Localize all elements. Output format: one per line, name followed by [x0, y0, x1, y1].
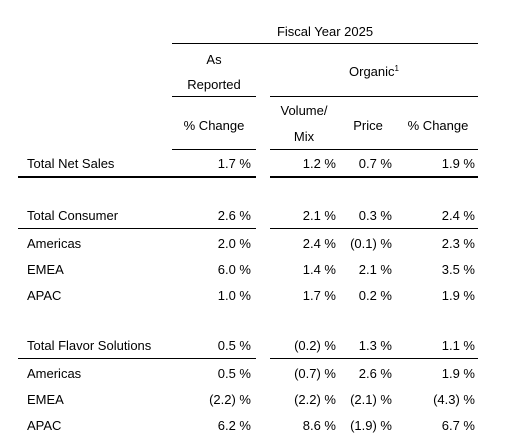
rule-total-consumer-left: [18, 228, 256, 229]
cell-price: (2.1) %: [350, 392, 392, 407]
header-rule-fiscal: [172, 43, 478, 44]
cell-organic: (4.3) %: [433, 392, 475, 407]
rule-total-flavor-right: [270, 358, 478, 359]
col-header-volume-2: Mix: [293, 129, 315, 144]
cell-reported: 6.2 %: [217, 418, 251, 433]
header-rule-reported: [172, 96, 256, 97]
fiscal-year-header: Fiscal Year 2025: [276, 24, 374, 39]
cell-organic: 6.7 %: [441, 418, 475, 433]
cell-reported: (2.2) %: [209, 392, 251, 407]
cell-price: 1.3 %: [358, 338, 392, 353]
cell-volume: 1.2 %: [302, 156, 336, 171]
header-rule-bottom-reported: [172, 149, 256, 150]
organic-label: Organic: [349, 64, 395, 79]
col-header-pct-change-reported: % Change: [183, 118, 245, 133]
cell-organic: 1.9 %: [441, 288, 475, 303]
cell-price: (1.9) %: [350, 418, 392, 433]
cell-volume: (2.2) %: [294, 392, 336, 407]
cell-price: 2.6 %: [358, 366, 392, 381]
cell-price: 0.3 %: [358, 208, 392, 223]
header-rule-bottom-organic: [270, 149, 478, 150]
row-label-apac: APAC: [27, 288, 62, 303]
row-label-total-flavor-solutions: Total Flavor Solutions: [27, 338, 152, 353]
cell-price: 2.1 %: [358, 262, 392, 277]
rule-total-net-sales-left: [18, 176, 256, 178]
cell-organic: 3.5 %: [441, 262, 475, 277]
cell-price: (0.1) %: [350, 236, 392, 251]
cell-volume: 2.4 %: [302, 236, 336, 251]
col-header-volume-1: Volume/: [280, 103, 328, 118]
rule-total-consumer-right: [270, 228, 478, 229]
row-label-americas: Americas: [27, 236, 82, 251]
cell-reported: 0.5 %: [217, 366, 251, 381]
cell-price: 0.2 %: [358, 288, 392, 303]
cell-reported: 2.6 %: [217, 208, 251, 223]
cell-organic: 2.3 %: [441, 236, 475, 251]
organic-header: Organic1: [270, 64, 478, 80]
cell-volume: 2.1 %: [302, 208, 336, 223]
as-reported-label-2: Reported: [187, 77, 241, 92]
row-label-americas: Americas: [27, 366, 82, 381]
cell-reported: 0.5 %: [217, 338, 251, 353]
cell-reported: 2.0 %: [217, 236, 251, 251]
cell-organic: 1.9 %: [441, 156, 475, 171]
rule-total-net-sales-right: [270, 176, 478, 178]
col-header-price: Price: [353, 118, 383, 133]
cell-price: 0.7 %: [358, 156, 392, 171]
cell-volume: 1.4 %: [302, 262, 336, 277]
cell-reported: 1.7 %: [217, 156, 251, 171]
cell-volume: (0.7) %: [294, 366, 336, 381]
row-label-total-consumer: Total Consumer: [27, 208, 119, 223]
col-header-pct-change-organic: % Change: [407, 118, 469, 133]
cell-reported: 6.0 %: [217, 262, 251, 277]
cell-organic: 2.4 %: [441, 208, 475, 223]
cell-volume: 1.7 %: [302, 288, 336, 303]
as-reported-label-1: As: [206, 52, 222, 67]
rule-total-flavor-left: [18, 358, 256, 359]
cell-reported: 1.0 %: [217, 288, 251, 303]
cell-volume: 8.6 %: [302, 418, 336, 433]
cell-organic: 1.1 %: [441, 338, 475, 353]
row-label-apac: APAC: [27, 418, 62, 433]
header-rule-organic: [270, 96, 478, 97]
row-label-total-net-sales: Total Net Sales: [27, 156, 115, 171]
row-label-emea: EMEA: [27, 392, 64, 407]
cell-organic: 1.9 %: [441, 366, 475, 381]
organic-footnote: 1: [394, 64, 399, 73]
cell-volume: (0.2) %: [294, 338, 336, 353]
row-label-emea: EMEA: [27, 262, 64, 277]
